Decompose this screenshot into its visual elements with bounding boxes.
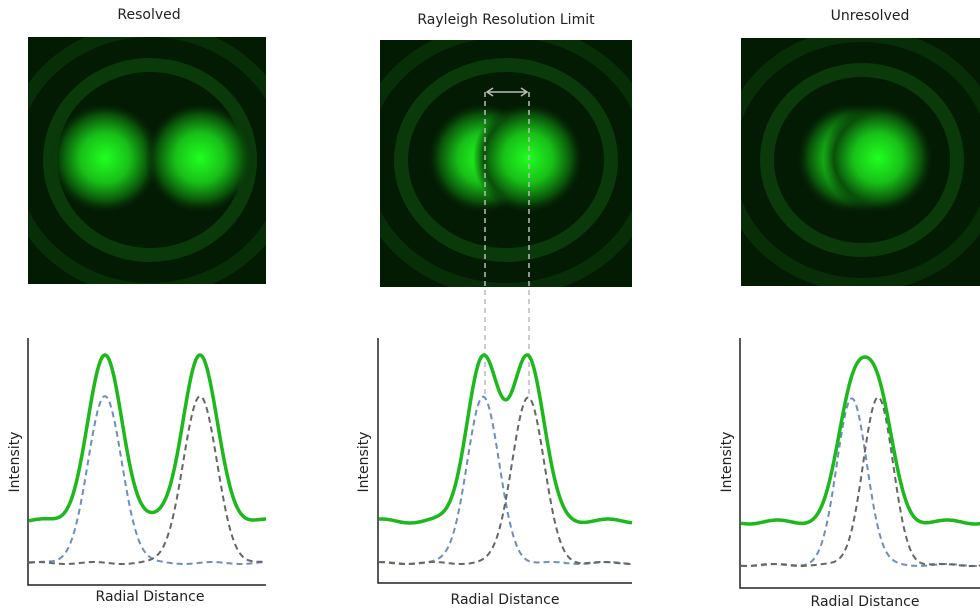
panel-title: Resolved — [117, 7, 180, 23]
curve — [740, 355, 980, 526]
y-axis-label: Intensity — [356, 432, 372, 493]
y-axis-label: Intensity — [719, 432, 735, 493]
x-axis-label: Radial Distance — [451, 592, 560, 608]
airy-image — [380, 40, 632, 287]
curve — [28, 395, 267, 565]
curve — [28, 395, 266, 565]
x-axis-label: Radial Distance — [96, 589, 205, 605]
airy-image — [28, 37, 266, 284]
y-axis-label: Intensity — [7, 432, 23, 493]
panel-title: Unresolved — [831, 8, 910, 24]
curve — [378, 396, 632, 565]
curve — [28, 353, 266, 523]
curve — [740, 396, 980, 567]
curve — [379, 395, 633, 565]
airy-image — [741, 38, 980, 286]
panel-title: Rayleigh Resolution Limit — [417, 12, 595, 28]
x-axis-label: Radial Distance — [811, 594, 920, 610]
separation-guide — [484, 87, 530, 398]
intensity-curves — [28, 353, 980, 567]
curve — [378, 353, 633, 525]
axes — [27, 338, 980, 589]
